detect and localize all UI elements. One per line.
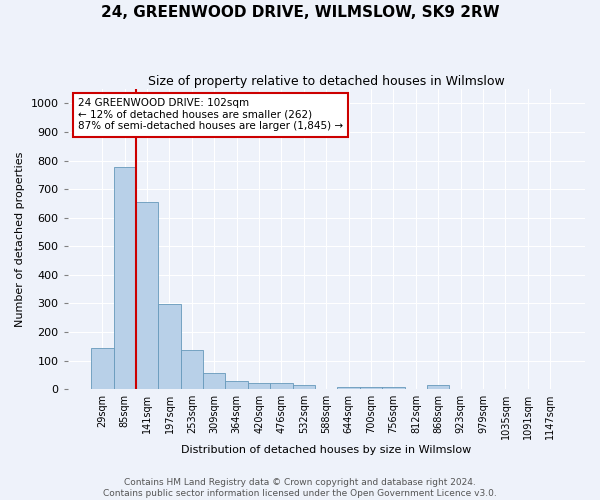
Bar — [427, 385, 449, 389]
Bar — [270, 383, 293, 389]
Bar — [113, 167, 136, 389]
Text: Contains HM Land Registry data © Crown copyright and database right 2024.
Contai: Contains HM Land Registry data © Crown c… — [103, 478, 497, 498]
Bar — [382, 387, 404, 389]
Bar — [203, 373, 226, 389]
Text: 24, GREENWOOD DRIVE, WILMSLOW, SK9 2RW: 24, GREENWOOD DRIVE, WILMSLOW, SK9 2RW — [101, 5, 499, 20]
Bar — [136, 202, 158, 389]
Bar — [293, 385, 315, 389]
X-axis label: Distribution of detached houses by size in Wilmslow: Distribution of detached houses by size … — [181, 445, 472, 455]
Y-axis label: Number of detached properties: Number of detached properties — [15, 152, 25, 327]
Bar — [91, 348, 113, 389]
Bar — [360, 387, 382, 389]
Bar — [337, 387, 360, 389]
Bar — [158, 304, 181, 389]
Title: Size of property relative to detached houses in Wilmslow: Size of property relative to detached ho… — [148, 75, 505, 88]
Bar — [226, 381, 248, 389]
Bar — [248, 383, 270, 389]
Text: 24 GREENWOOD DRIVE: 102sqm
← 12% of detached houses are smaller (262)
87% of sem: 24 GREENWOOD DRIVE: 102sqm ← 12% of deta… — [78, 98, 343, 132]
Bar — [181, 350, 203, 389]
